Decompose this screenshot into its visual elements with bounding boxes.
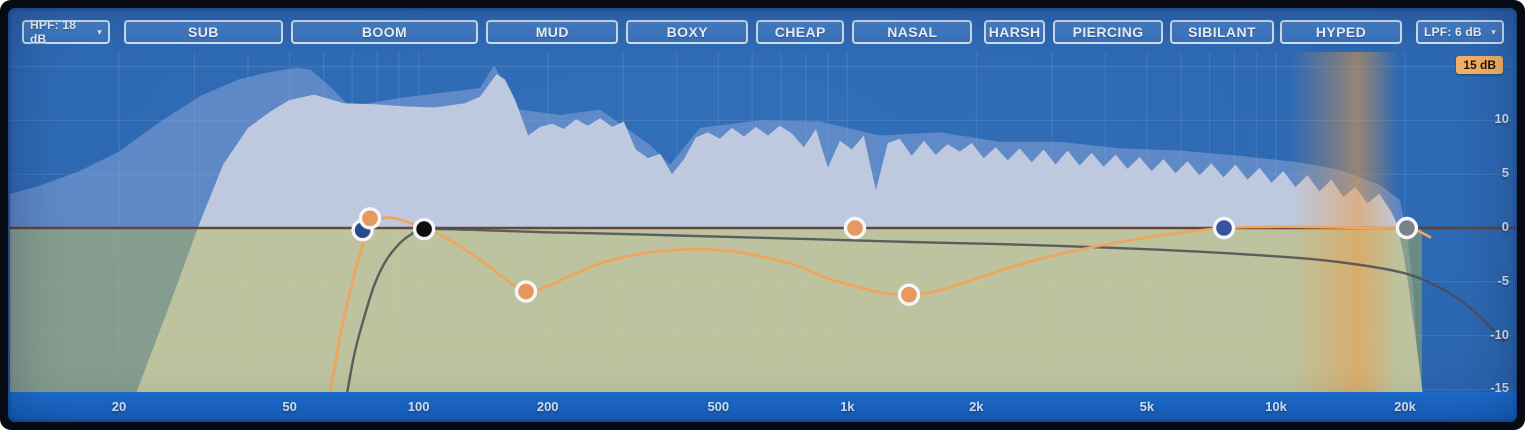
freq-tick-label: 2k — [969, 399, 984, 414]
hpf-label: HPF: 18 dB — [30, 18, 77, 46]
freq-tick-label: 500 — [707, 399, 730, 414]
band-button-hyped[interactable]: HYPED — [1280, 20, 1402, 44]
spectrum-main-area — [136, 74, 1423, 392]
lpf-dropdown[interactable]: LPF: 6 dB ▾ — [1416, 20, 1504, 44]
freq-tick-label: 50 — [282, 399, 297, 414]
eq-node[interactable] — [514, 280, 538, 303]
hpf-dropdown[interactable]: HPF: 18 dB ▾ — [22, 18, 110, 46]
band-button-sibilant[interactable]: SIBILANT — [1170, 20, 1275, 44]
reduction-zone — [10, 228, 1422, 392]
freq-axis-strip: 20 50 100 200 500 1k 2k 5k 10k 20k — [8, 392, 1517, 422]
eq-node[interactable] — [1395, 216, 1419, 240]
range-badge[interactable]: 15 dB — [1456, 56, 1503, 74]
chevron-down-icon: ▾ — [97, 26, 102, 37]
filter-response-curve — [346, 227, 1506, 392]
toolbar: HPF: 18 dB ▾ SUB BOOM MUD BOXY CHEAP NASAL HAR… — [8, 18, 1517, 46]
freq-tick-label: 200 — [536, 399, 559, 414]
band-button-boxy[interactable]: BOXY — [626, 20, 749, 44]
band-button-mud[interactable]: MUD — [486, 20, 619, 44]
band-button-piercing[interactable]: PIERCING — [1053, 20, 1164, 44]
freq-tick-label: 1k — [840, 399, 855, 414]
eq-graph-canvas[interactable] — [8, 8, 1517, 392]
band-button-boom[interactable]: BOOM — [290, 20, 479, 44]
freq-tick-label: 100 — [407, 399, 430, 414]
freq-tick-label: 20 — [111, 399, 127, 414]
eq-node[interactable] — [897, 283, 921, 306]
chevron-down-icon: ▾ — [1491, 26, 1496, 37]
eq-node[interactable] — [412, 217, 436, 241]
eq-node[interactable] — [1212, 216, 1236, 240]
eq-node[interactable] — [843, 216, 867, 240]
band-button-sub[interactable]: SUB — [124, 20, 283, 44]
lpf-label: LPF: 6 dB — [1424, 25, 1482, 39]
eq-node[interactable] — [358, 207, 382, 230]
freq-tick-label: 5k — [1139, 399, 1155, 414]
eq-panel: HPF: 18 dB ▾ SUB BOOM MUD BOXY CHEAP NASAL HAR… — [8, 8, 1517, 422]
band-button-cheap[interactable]: CHEAP — [756, 20, 845, 44]
eq-nodes — [351, 207, 1419, 306]
freq-tick-label: 10k — [1265, 399, 1287, 414]
band-button-harsh[interactable]: HARSH — [984, 20, 1046, 44]
highlight-band — [1290, 52, 1399, 392]
freq-tick-label: 20k — [1394, 399, 1416, 414]
band-button-nasal[interactable]: NASAL — [852, 20, 973, 44]
